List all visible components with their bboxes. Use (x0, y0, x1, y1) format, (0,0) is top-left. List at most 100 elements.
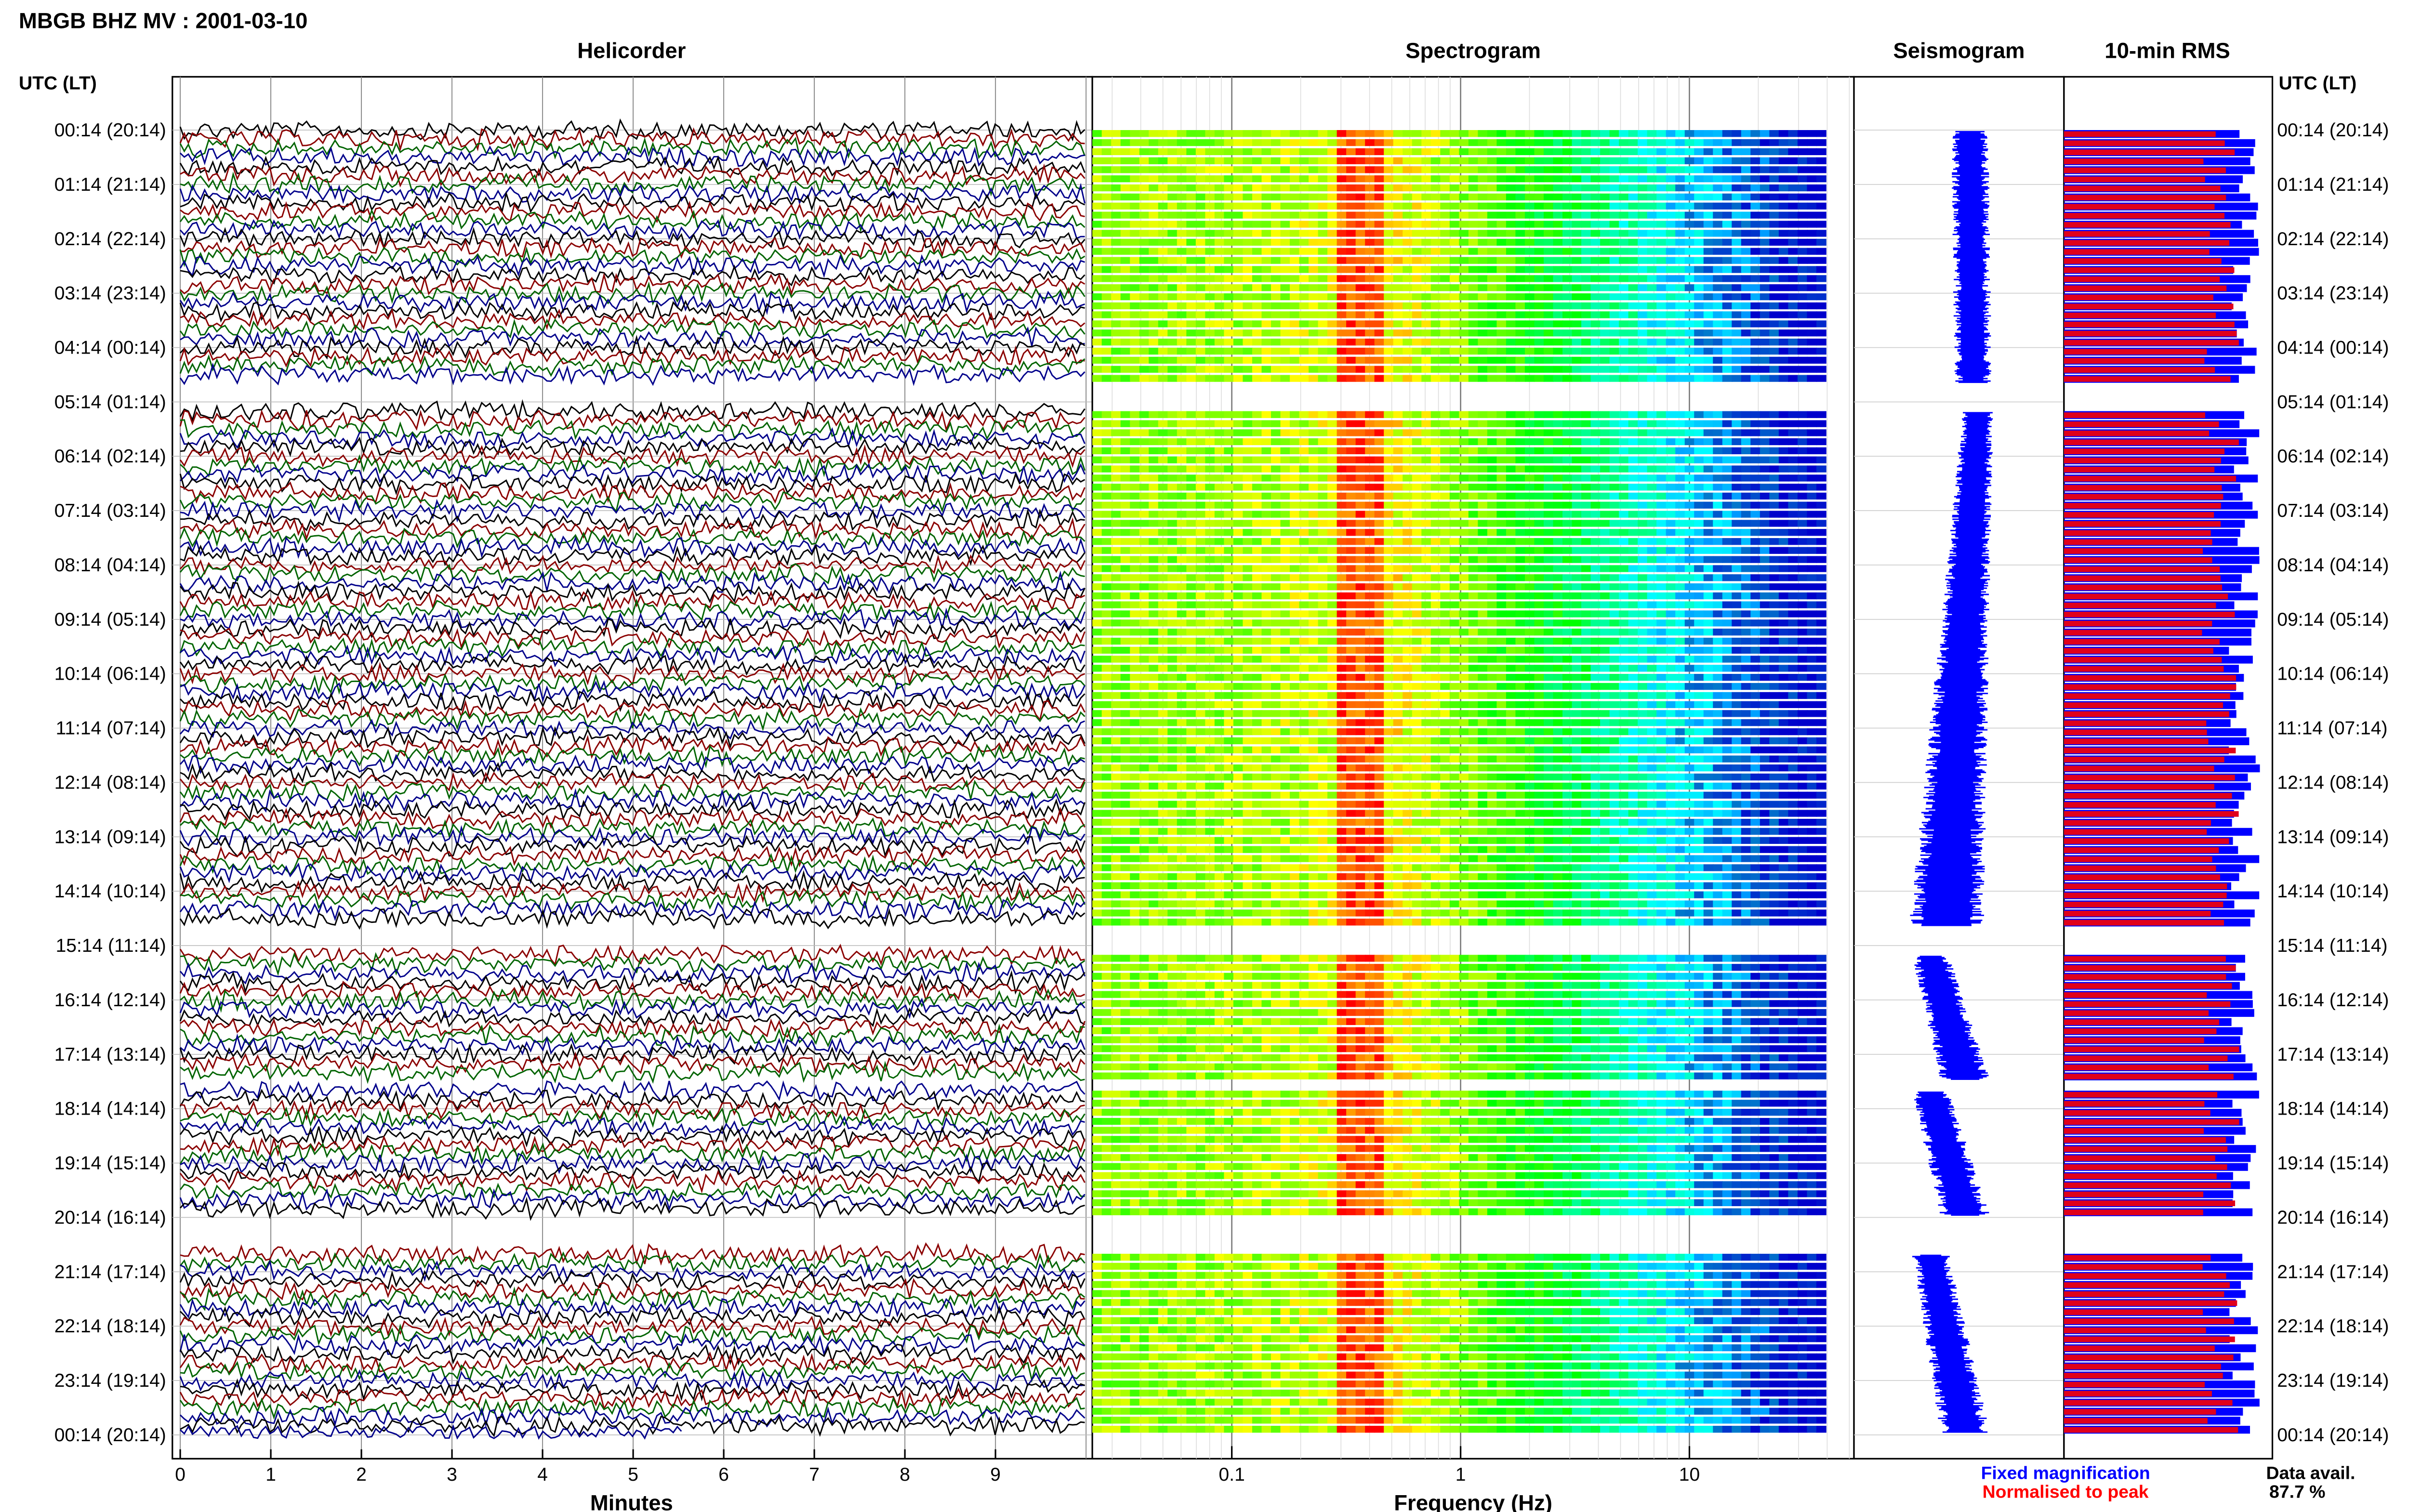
spectrogram-cell (1572, 221, 1582, 228)
spectrogram-cell (1468, 556, 1479, 563)
spectrogram-cell (1120, 538, 1131, 545)
spectrogram-cell (1092, 484, 1102, 491)
spectrogram-cell (1684, 284, 1695, 291)
spectrogram-cell (1384, 302, 1394, 310)
spectrogram-cell (1214, 565, 1225, 572)
spectrogram-cell (1261, 683, 1272, 690)
spectrogram-cell (1553, 601, 1563, 608)
spectrogram-cell (1506, 484, 1516, 491)
time-tick-label: 18:14 (14:14) (2277, 1099, 2389, 1119)
spectrogram-cell (1496, 656, 1507, 663)
spectrogram-cell (1327, 356, 1337, 364)
spectrogram-cell (1318, 683, 1328, 690)
spectrogram-cell (1816, 130, 1827, 137)
spectrogram-cell (1459, 556, 1469, 563)
spectrogram-cell (1346, 456, 1356, 463)
spectrogram-cell (1318, 520, 1328, 527)
spectrogram-cell (1130, 347, 1140, 355)
spectrogram-cell (1769, 329, 1780, 337)
spectrogram-cell (1807, 438, 1817, 446)
spectrogram-cell (1101, 520, 1112, 527)
spectrogram-cell (1271, 338, 1281, 346)
spectrogram-cell (1619, 375, 1629, 382)
spectrogram-cell (1769, 302, 1780, 310)
spectrogram-cell (1167, 257, 1178, 264)
spectrogram-cell (1459, 139, 1469, 146)
spectrogram-cell (1468, 338, 1479, 346)
spectrogram-cell (1299, 656, 1310, 663)
spectrogram-cell (1778, 230, 1789, 237)
spectrogram-cell (1327, 293, 1337, 301)
spectrogram-cell (1600, 529, 1610, 536)
spectrogram-cell (1713, 257, 1723, 264)
spectrogram-cell (1271, 375, 1281, 382)
spectrogram-cell (1797, 130, 1808, 137)
spectrogram-cell (1619, 238, 1629, 246)
helicorder-trace-row (180, 1080, 1085, 1102)
spectrogram-cell (1205, 474, 1216, 482)
helicorder-trace-row (180, 145, 1085, 169)
spectrogram-cell (1092, 221, 1102, 228)
spectrogram-cell (1280, 492, 1291, 500)
spectrogram-cell (1543, 492, 1554, 500)
spectrogram-cell (1374, 248, 1385, 255)
spectrogram-cell (1130, 501, 1140, 509)
spectrogram-cell (1797, 184, 1808, 192)
spectrogram-cell (1543, 629, 1554, 636)
spectrogram-cell (1694, 520, 1705, 527)
spectrogram-cell (1224, 565, 1234, 572)
spectrogram-cell (1374, 610, 1385, 618)
spectrogram-cell (1327, 275, 1337, 282)
spectrogram-cell (1318, 556, 1328, 563)
spectrogram-cell (1807, 646, 1817, 654)
helicorder-trace-row (179, 409, 1085, 432)
spectrogram-cell (1816, 601, 1827, 608)
spectrogram-cell (1760, 619, 1770, 627)
spectrogram-cell (1101, 275, 1112, 282)
spectrogram-cell (1177, 302, 1187, 310)
spectrogram-cell (1309, 520, 1319, 527)
spectrogram-cell (1788, 601, 1799, 608)
spectrogram-cell (1101, 646, 1112, 654)
spectrogram-cell (1177, 501, 1187, 509)
spectrogram-cell (1337, 193, 1347, 201)
spectrogram-cell (1684, 211, 1695, 219)
spectrogram-cell (1703, 465, 1714, 473)
spectrogram-cell (1609, 674, 1620, 681)
spectrogram-cell (1581, 529, 1591, 536)
spectrogram-cell (1553, 311, 1563, 318)
spectrogram-cell (1205, 656, 1216, 663)
spectrogram-cell (1732, 619, 1742, 627)
spectrogram-cell (1177, 320, 1187, 328)
spectrogram-cell (1355, 438, 1366, 446)
spectrogram-cell (1760, 338, 1770, 346)
spectrogram-cell (1515, 456, 1526, 463)
spectrogram-cell (1177, 211, 1187, 219)
spectrogram-cell (1149, 284, 1159, 291)
spectrogram-cell (1252, 511, 1262, 518)
spectrogram-cell (1177, 202, 1187, 210)
spectrogram-cell (1496, 284, 1507, 291)
spectrogram-cell (1666, 266, 1676, 273)
helicorder-trace-row (180, 1152, 1085, 1175)
spectrogram-cell (1177, 629, 1187, 636)
spectrogram-cell (1619, 320, 1629, 328)
spectrogram-cell (1186, 465, 1197, 473)
spectrogram-cell (1403, 556, 1413, 563)
spectrogram-cell (1807, 574, 1817, 581)
spectrogram-cell (1195, 166, 1206, 173)
spectrogram-cell (1309, 375, 1319, 382)
spectrogram-cell (1158, 583, 1168, 591)
spectrogram-cell (1638, 692, 1648, 699)
spectrogram-cell (1732, 665, 1742, 672)
spectrogram-cell (1713, 302, 1723, 310)
spectrogram-cell (1205, 601, 1216, 608)
spectrogram-cell (1769, 447, 1780, 455)
spectrogram-cell (1628, 184, 1639, 192)
spectrogram-cell (1741, 465, 1751, 473)
spectrogram-cell (1713, 665, 1723, 672)
spectrogram-cell (1346, 583, 1356, 591)
spectrogram-cell (1543, 148, 1554, 156)
spectrogram-cell (1769, 683, 1780, 690)
spectrogram-cell (1167, 574, 1178, 581)
